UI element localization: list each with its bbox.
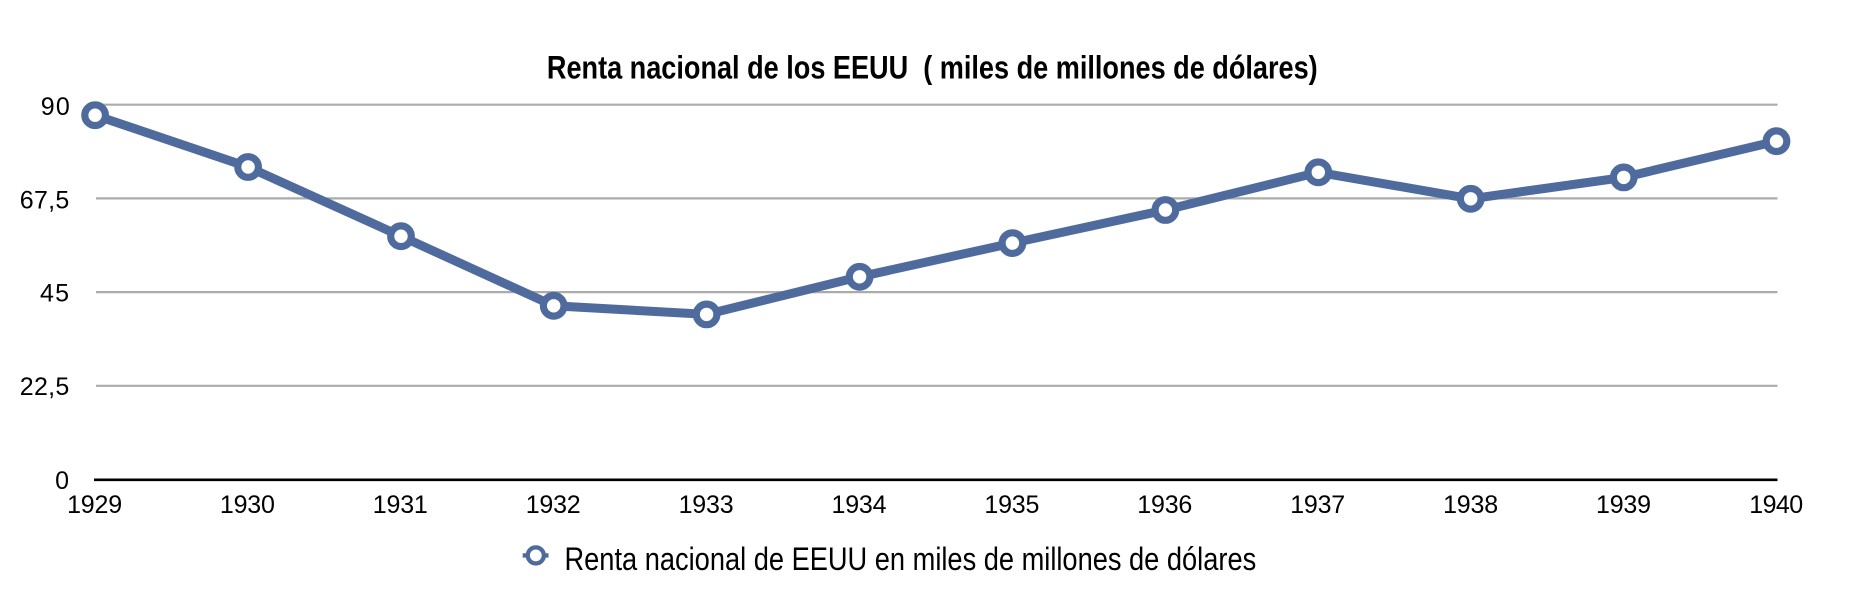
svg-text:45: 45 bbox=[40, 280, 69, 308]
svg-text:1938: 1938 bbox=[1443, 491, 1498, 519]
svg-text:1933: 1933 bbox=[679, 491, 734, 519]
svg-text:1932: 1932 bbox=[526, 491, 581, 519]
svg-text:67,5: 67,5 bbox=[20, 186, 70, 214]
svg-text:1930: 1930 bbox=[220, 491, 275, 519]
svg-text:Renta nacional de EEUU en mile: Renta nacional de EEUU en miles de millo… bbox=[565, 541, 1257, 577]
svg-text:1934: 1934 bbox=[832, 491, 887, 519]
svg-text:0: 0 bbox=[55, 467, 69, 495]
svg-text:1929: 1929 bbox=[67, 491, 122, 519]
svg-text:1940: 1940 bbox=[1749, 491, 1803, 519]
svg-text:90: 90 bbox=[41, 93, 70, 121]
svg-text:1935: 1935 bbox=[984, 491, 1039, 519]
svg-text:22,5: 22,5 bbox=[20, 373, 70, 401]
svg-text:1931: 1931 bbox=[373, 491, 428, 519]
svg-text:1939: 1939 bbox=[1596, 491, 1651, 519]
svg-text:1937: 1937 bbox=[1290, 491, 1345, 519]
svg-text:Renta nacional de los EEUU (: Renta nacional de los EEUU ( miles de mi… bbox=[547, 49, 1318, 85]
svg-text:1936: 1936 bbox=[1137, 491, 1192, 519]
